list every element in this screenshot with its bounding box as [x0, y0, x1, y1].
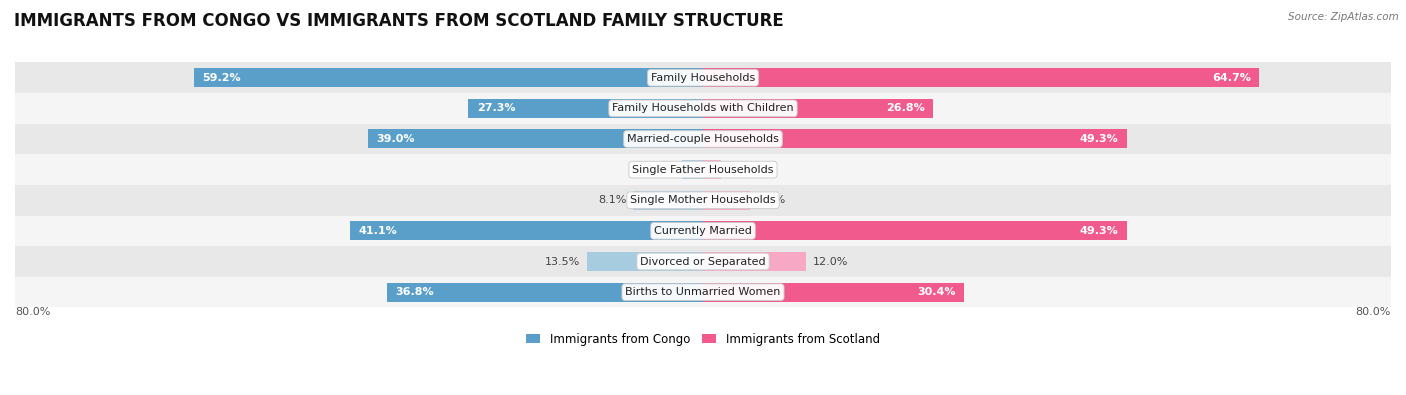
Bar	[387, 283, 703, 302]
Bar	[586, 252, 703, 271]
Bar	[633, 191, 703, 210]
Bar	[15, 216, 1391, 246]
Bar	[367, 130, 703, 149]
Text: 80.0%: 80.0%	[15, 307, 51, 318]
Text: Births to Unmarried Women: Births to Unmarried Women	[626, 287, 780, 297]
Bar	[703, 68, 1260, 87]
Text: 36.8%: 36.8%	[395, 287, 433, 297]
Text: IMMIGRANTS FROM CONGO VS IMMIGRANTS FROM SCOTLAND FAMILY STRUCTURE: IMMIGRANTS FROM CONGO VS IMMIGRANTS FROM…	[14, 12, 783, 30]
Bar	[350, 221, 703, 241]
Bar	[15, 154, 1391, 185]
Bar	[703, 252, 806, 271]
Bar	[15, 93, 1391, 124]
Text: 39.0%: 39.0%	[377, 134, 415, 144]
Text: Currently Married: Currently Married	[654, 226, 752, 236]
Text: 59.2%: 59.2%	[202, 73, 240, 83]
Text: 5.5%: 5.5%	[758, 195, 786, 205]
Text: Source: ZipAtlas.com: Source: ZipAtlas.com	[1288, 12, 1399, 22]
Bar	[15, 62, 1391, 93]
Text: 26.8%: 26.8%	[886, 103, 925, 113]
Text: Family Households with Children: Family Households with Children	[612, 103, 794, 113]
Text: 8.1%: 8.1%	[598, 195, 627, 205]
Text: 2.5%: 2.5%	[647, 165, 675, 175]
Bar	[703, 191, 751, 210]
Legend: Immigrants from Congo, Immigrants from Scotland: Immigrants from Congo, Immigrants from S…	[526, 333, 880, 346]
Bar	[703, 130, 1128, 149]
Text: Divorced or Separated: Divorced or Separated	[640, 256, 766, 267]
Text: 41.1%: 41.1%	[359, 226, 396, 236]
Text: 30.4%: 30.4%	[917, 287, 956, 297]
Text: Married-couple Households: Married-couple Households	[627, 134, 779, 144]
Bar	[703, 99, 934, 118]
Bar	[703, 160, 721, 179]
Text: 2.1%: 2.1%	[728, 165, 756, 175]
Text: 13.5%: 13.5%	[544, 256, 581, 267]
Bar	[15, 124, 1391, 154]
Text: 12.0%: 12.0%	[813, 256, 848, 267]
Bar	[682, 160, 703, 179]
Text: 27.3%: 27.3%	[477, 103, 516, 113]
Bar	[194, 68, 703, 87]
Text: Single Father Households: Single Father Households	[633, 165, 773, 175]
Text: Single Mother Households: Single Mother Households	[630, 195, 776, 205]
Text: 80.0%: 80.0%	[1355, 307, 1391, 318]
Bar	[15, 246, 1391, 277]
Bar	[468, 99, 703, 118]
Bar	[703, 283, 965, 302]
Text: 49.3%: 49.3%	[1080, 134, 1118, 144]
Bar	[15, 185, 1391, 216]
Text: 64.7%: 64.7%	[1212, 73, 1251, 83]
Bar	[703, 221, 1128, 241]
Bar	[15, 277, 1391, 307]
Text: 49.3%: 49.3%	[1080, 226, 1118, 236]
Text: Family Households: Family Households	[651, 73, 755, 83]
